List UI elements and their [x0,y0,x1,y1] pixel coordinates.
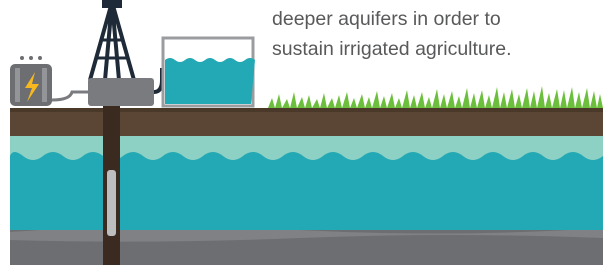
grass [268,86,603,108]
generator [10,56,52,106]
derrick [90,0,134,80]
caption-line: deeper aquifers in order to [272,8,501,30]
soil-top [10,108,603,112]
illustration: deeper aquifers in order to sustain irri… [0,0,603,265]
deep-aquifer [10,150,603,230]
soil [10,108,603,136]
pump-house [88,78,154,106]
tank-water [165,58,255,104]
caption-line: sustain irrigated agriculture. [272,38,512,60]
cable [52,92,88,100]
pump [107,170,116,236]
